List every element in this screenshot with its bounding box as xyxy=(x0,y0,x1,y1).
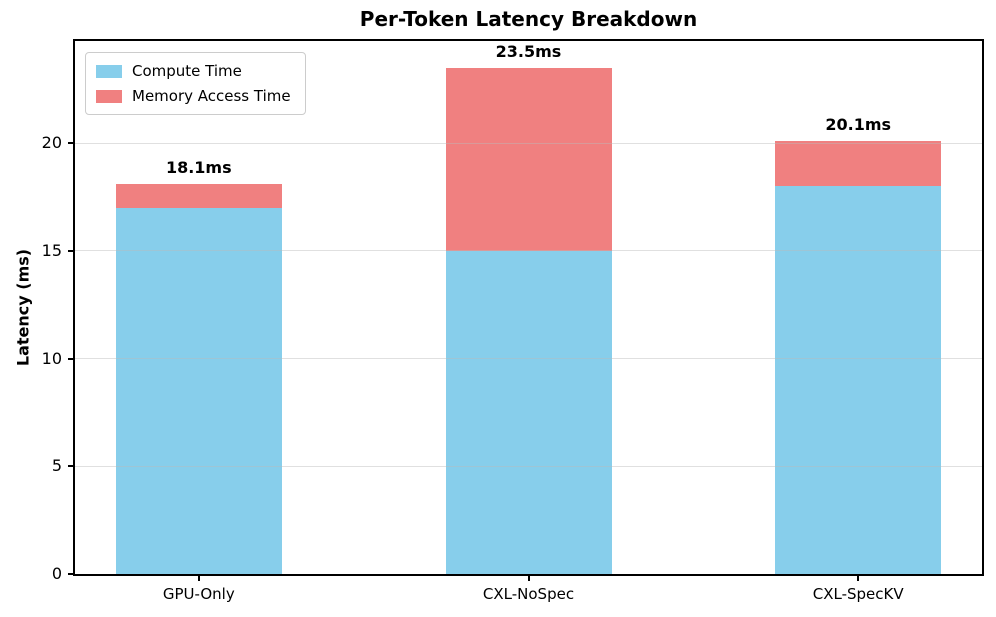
legend-label: Compute Time xyxy=(132,62,242,80)
plot-spine xyxy=(75,39,982,41)
chart-title: Per-Token Latency Breakdown xyxy=(359,7,698,31)
x-tick-mark xyxy=(857,574,860,581)
plot-area: Compute Time Memory Access Time 18.1ms 23.… xyxy=(75,41,982,574)
bar-segment-memory-access-time xyxy=(775,140,942,187)
bar-segment-compute-time xyxy=(445,250,612,574)
y-tick-mark xyxy=(68,249,75,252)
bar-total-label: 23.5ms xyxy=(495,41,562,61)
bar-total-label: 18.1ms xyxy=(165,158,232,178)
plot-spine xyxy=(982,39,984,576)
legend: Compute Time Memory Access Time xyxy=(85,52,306,115)
gridline xyxy=(75,465,982,467)
x-tick-label-CXL-NoSpec: CXL-NoSpec xyxy=(482,585,575,603)
y-tick-mark xyxy=(68,573,75,575)
x-tick-label-GPU-Only: GPU-Only xyxy=(162,585,235,603)
y-tick-label: 15 xyxy=(41,240,62,260)
y-tick-label: 10 xyxy=(41,348,62,368)
legend-item: Compute Time xyxy=(96,62,291,80)
legend-label: Memory Access Time xyxy=(132,87,291,105)
plot-spine xyxy=(75,574,982,576)
bar-GPU-Only xyxy=(115,184,282,574)
y-tick-label: 5 xyxy=(51,456,62,476)
y-tick-mark xyxy=(68,142,75,145)
x-tick-label-CXL-SpecKV: CXL-SpecKV xyxy=(812,585,904,603)
bar-total-label: 20.1ms xyxy=(825,114,892,134)
legend-swatch-memory-access-time xyxy=(96,89,122,103)
gridline xyxy=(75,250,982,252)
bar-segment-compute-time xyxy=(775,186,942,574)
bar-CXL-SpecKV xyxy=(775,140,942,574)
x-tick-mark xyxy=(197,574,200,581)
bar-CXL-NoSpec xyxy=(445,67,612,574)
plot-spine xyxy=(73,39,75,576)
y-tick-mark xyxy=(68,465,75,468)
gridline xyxy=(75,358,982,360)
y-tick-mark xyxy=(68,357,75,360)
x-tick-mark xyxy=(527,574,530,581)
bar-segment-memory-access-time xyxy=(115,184,282,208)
legend-item: Memory Access Time xyxy=(96,87,291,105)
y-tick-label: 20 xyxy=(41,133,62,153)
y-tick-label: 0 xyxy=(51,564,62,583)
bar-segment-compute-time xyxy=(115,207,282,574)
bar-segment-memory-access-time xyxy=(445,67,612,251)
gridline xyxy=(75,142,982,144)
legend-swatch-compute-time xyxy=(96,64,122,78)
